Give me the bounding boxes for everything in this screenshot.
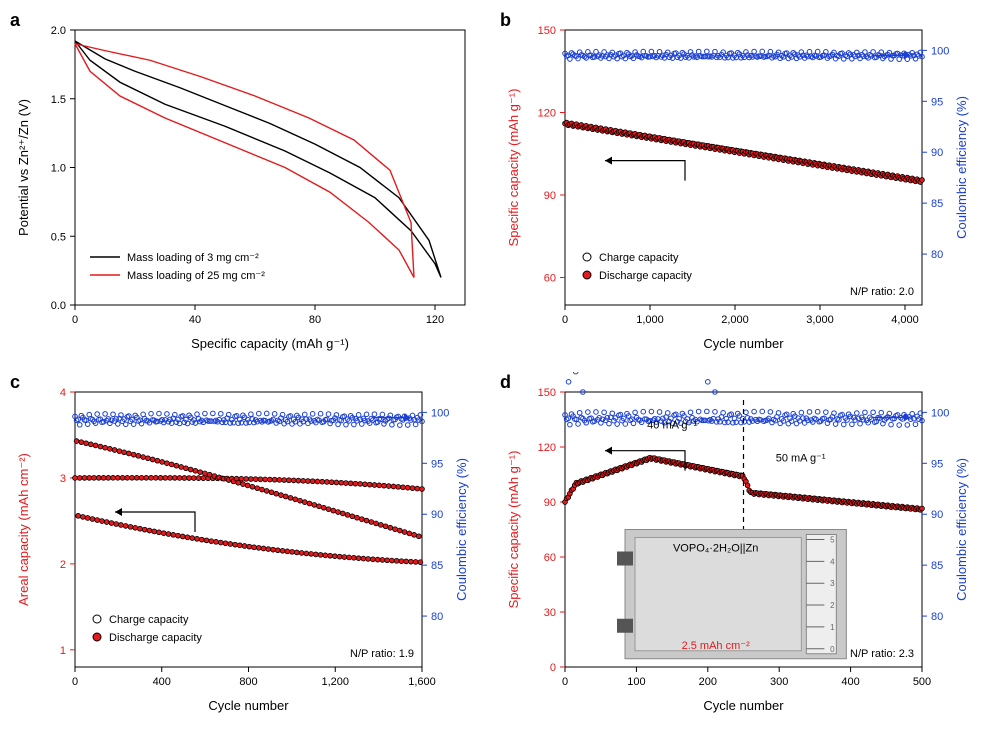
svg-text:Areal capacity (mAh cm⁻²): Areal capacity (mAh cm⁻²) (16, 453, 31, 606)
svg-text:4: 4 (60, 387, 66, 399)
svg-text:Discharge capacity: Discharge capacity (599, 270, 692, 282)
svg-text:30: 30 (544, 607, 556, 619)
panel-a-label: a (10, 10, 20, 31)
svg-text:50 mA g⁻¹: 50 mA g⁻¹ (776, 452, 826, 464)
svg-text:400: 400 (841, 676, 859, 688)
svg-text:0.0: 0.0 (51, 300, 66, 312)
svg-text:90: 90 (544, 190, 556, 202)
panel-b: b 0 1,000 2,000 3,000 4,000 60 90 120 150 80 85 90 9… (500, 10, 980, 362)
svg-text:800: 800 (239, 676, 257, 688)
svg-text:80: 80 (931, 611, 943, 623)
svg-text:300: 300 (770, 676, 788, 688)
svg-text:Coulombic efficiency (%): Coulombic efficiency (%) (954, 458, 969, 601)
svg-text:90: 90 (931, 509, 943, 521)
figure-grid: a 040801200.00.51.01.52.0Specific capaci… (10, 10, 978, 723)
svg-text:4,000: 4,000 (891, 314, 919, 326)
svg-text:95: 95 (931, 458, 943, 470)
svg-text:0: 0 (562, 676, 568, 688)
svg-text:N/P ratio: 2.0: N/P ratio: 2.0 (850, 286, 914, 298)
svg-text:120: 120 (538, 442, 556, 454)
svg-text:Cycle number: Cycle number (703, 698, 784, 713)
svg-text:Mass loading of 3 mg cm⁻²: Mass loading of 3 mg cm⁻² (127, 252, 259, 264)
svg-text:1: 1 (60, 644, 66, 656)
panel-b-chart: 0 1,000 2,000 3,000 4,000 60 90 120 150 80 85 90 95 1… (500, 10, 980, 360)
svg-text:100: 100 (931, 407, 949, 419)
svg-text:90: 90 (431, 509, 443, 521)
svg-text:200: 200 (699, 676, 717, 688)
svg-text:2.5 mAh cm⁻²: 2.5 mAh cm⁻² (682, 639, 750, 651)
svg-text:3,000: 3,000 (806, 314, 834, 326)
svg-text:Mass loading of 25 mg cm⁻²: Mass loading of 25 mg cm⁻² (127, 270, 265, 282)
svg-text:2,000: 2,000 (721, 314, 749, 326)
svg-text:40 mA g⁻¹: 40 mA g⁻¹ (647, 419, 697, 431)
svg-text:85: 85 (931, 198, 943, 210)
svg-text:80: 80 (309, 314, 321, 326)
svg-text:N/P ratio: 1.9: N/P ratio: 1.9 (350, 648, 414, 660)
svg-text:3: 3 (830, 579, 835, 588)
svg-text:Cycle number: Cycle number (208, 698, 289, 713)
svg-text:Coulombic efficiency (%): Coulombic efficiency (%) (454, 458, 469, 601)
svg-text:Specific capacity (mAh g⁻¹): Specific capacity (mAh g⁻¹) (191, 336, 349, 351)
panel-a: a 0 40 80 120 0.0 0.5 1.0 1.5 2.0 Specific capaci… (10, 10, 480, 362)
svg-text:5: 5 (830, 535, 835, 544)
svg-text:80: 80 (931, 249, 943, 261)
svg-text:Cycle number: Cycle number (703, 336, 784, 351)
svg-text:90: 90 (931, 147, 943, 159)
svg-text:95: 95 (931, 96, 943, 108)
svg-text:85: 85 (931, 560, 943, 572)
svg-text:100: 100 (431, 407, 449, 419)
svg-text:60: 60 (544, 552, 556, 564)
svg-text:1,000: 1,000 (636, 314, 664, 326)
svg-text:2.0: 2.0 (51, 25, 66, 37)
panel-d-chart: 0100200300400500030609012015080859095100… (500, 372, 980, 722)
svg-text:Coulombic efficiency (%): Coulombic efficiency (%) (954, 96, 969, 239)
svg-text:60: 60 (544, 273, 556, 285)
svg-text:1: 1 (830, 622, 835, 631)
svg-text:VOPO₄·2H₂O||Zn: VOPO₄·2H₂O||Zn (673, 542, 758, 554)
panel-c: c 0 400 800 1,200 1,600 1 2 3 4 80 85 90 95 100 Cycle … (10, 372, 480, 724)
svg-text:1.5: 1.5 (51, 94, 66, 106)
svg-text:400: 400 (153, 676, 171, 688)
svg-text:Discharge capacity: Discharge capacity (109, 632, 202, 644)
svg-text:Charge capacity: Charge capacity (599, 252, 679, 264)
svg-text:Charge capacity: Charge capacity (109, 614, 189, 626)
svg-text:3: 3 (60, 472, 66, 484)
svg-text:150: 150 (538, 25, 556, 37)
svg-text:0: 0 (72, 314, 78, 326)
svg-text:1.0: 1.0 (51, 163, 66, 175)
svg-text:Potential vs Zn²⁺/Zn (V): Potential vs Zn²⁺/Zn (V) (16, 99, 31, 236)
panel-d: d 01002003004005000306090120150808590951… (500, 372, 980, 724)
panel-b-label: b (500, 10, 511, 31)
panel-a-chart: 0 40 80 120 0.0 0.5 1.0 1.5 2.0 Specific capacity… (10, 10, 480, 360)
svg-text:120: 120 (538, 108, 556, 120)
panel-c-chart: 0 400 800 1,200 1,600 1 2 3 4 80 85 90 95 100 Cycle nu… (10, 372, 480, 722)
svg-text:2: 2 (60, 558, 66, 570)
svg-text:95: 95 (431, 458, 443, 470)
svg-text:500: 500 (913, 676, 931, 688)
svg-text:0: 0 (562, 314, 568, 326)
svg-text:0.5: 0.5 (51, 231, 66, 243)
svg-text:4: 4 (830, 557, 835, 566)
svg-text:100: 100 (627, 676, 645, 688)
svg-text:80: 80 (431, 611, 443, 623)
svg-text:0: 0 (830, 644, 835, 653)
svg-text:100: 100 (931, 45, 949, 57)
svg-text:2: 2 (830, 601, 835, 610)
panel-c-label: c (10, 372, 20, 393)
svg-text:Specific capacity (mAh g⁻¹): Specific capacity (mAh g⁻¹) (506, 450, 521, 608)
svg-text:1,600: 1,600 (408, 676, 436, 688)
svg-text:150: 150 (538, 387, 556, 399)
svg-text:Specific capacity (mAh g⁻¹): Specific capacity (mAh g⁻¹) (506, 89, 521, 247)
svg-text:0: 0 (72, 676, 78, 688)
svg-text:85: 85 (431, 560, 443, 572)
svg-text:N/P ratio: 2.3: N/P ratio: 2.3 (850, 648, 914, 660)
svg-text:40: 40 (189, 314, 201, 326)
svg-text:1,200: 1,200 (321, 676, 349, 688)
panel-d-label: d (500, 372, 511, 393)
svg-text:90: 90 (544, 497, 556, 509)
svg-text:120: 120 (426, 314, 444, 326)
svg-text:0: 0 (550, 662, 556, 674)
